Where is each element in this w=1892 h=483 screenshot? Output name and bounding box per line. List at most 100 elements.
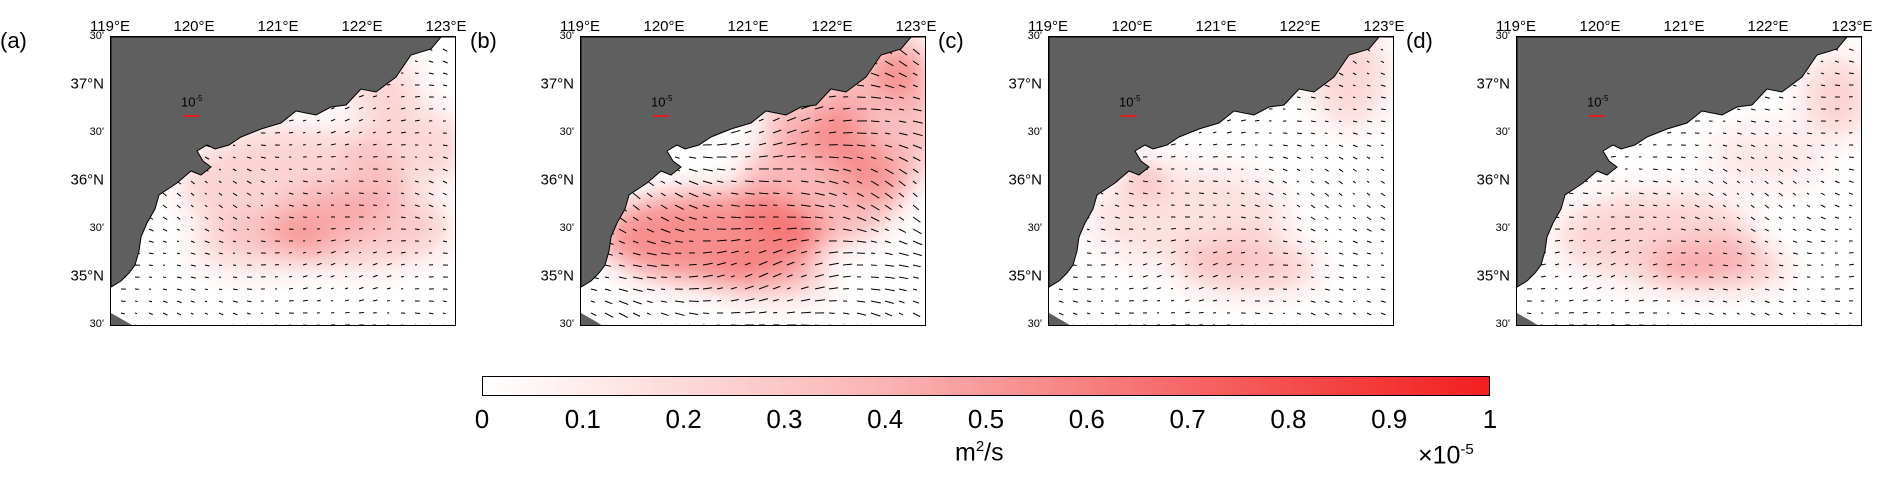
flux-arrow xyxy=(1582,240,1586,242)
flux-arrow xyxy=(1834,312,1840,315)
flux-arrow xyxy=(913,324,914,325)
flux-arrow xyxy=(1366,216,1372,221)
flux-arrow xyxy=(162,216,168,221)
flux-arrow xyxy=(400,251,406,254)
flux-arrow xyxy=(386,143,392,146)
flux-arrow xyxy=(1240,119,1246,122)
flux-arrow xyxy=(1751,324,1752,325)
flux-arrow xyxy=(302,251,307,254)
flux-arrow xyxy=(1352,276,1358,279)
flux-arrow xyxy=(1596,239,1601,242)
flux-arrow xyxy=(246,216,250,219)
flux-arrow xyxy=(870,228,879,233)
flux-arrow xyxy=(884,300,894,304)
flux-arrow xyxy=(1610,250,1616,254)
flux-arrow xyxy=(302,287,308,290)
flux-arrow xyxy=(646,264,657,267)
flux-arrow xyxy=(1310,228,1316,232)
flux-arrow xyxy=(1086,312,1091,315)
flux-arrow xyxy=(1212,251,1218,254)
flux-arrow xyxy=(176,288,182,291)
flux-arrow xyxy=(730,311,741,314)
flux-arrow xyxy=(1848,180,1854,183)
flux-arrow xyxy=(856,84,865,87)
lat-label: 37°N xyxy=(1476,75,1510,93)
flux-arrow xyxy=(274,180,278,183)
flux-arrow xyxy=(884,228,890,232)
flux-arrow xyxy=(204,192,207,195)
flux-arrow xyxy=(316,299,321,302)
flux-arrow xyxy=(1750,180,1754,183)
flux-arrow xyxy=(1638,251,1642,254)
flux-arrow xyxy=(1241,324,1245,325)
flux-arrow xyxy=(316,180,322,183)
flux-arrow xyxy=(912,84,918,88)
flux-arrow xyxy=(1268,192,1274,196)
flux-arrow xyxy=(744,204,755,207)
flux-arrow xyxy=(702,287,713,290)
flux-arrow xyxy=(344,263,348,266)
flux-arrow xyxy=(590,312,597,317)
flux-arrow xyxy=(1778,312,1783,316)
flux-arrow xyxy=(177,324,178,325)
flux-arrow xyxy=(1352,228,1358,232)
flux-arrow xyxy=(1792,144,1798,147)
flux-arrow xyxy=(260,228,265,231)
flux-arrow xyxy=(1526,312,1532,315)
flux-arrow xyxy=(330,287,334,290)
map-frame xyxy=(1516,36,1862,326)
flux-arrow xyxy=(828,216,834,219)
flux-arrow xyxy=(1198,131,1202,134)
flux-arrow xyxy=(1198,274,1204,278)
flux-arrow xyxy=(618,300,629,305)
flux-arrow xyxy=(274,228,280,231)
flux-arrow xyxy=(1792,168,1798,172)
flux-arrow xyxy=(1380,168,1385,172)
flux-arrow xyxy=(1324,96,1330,99)
flux-arrow xyxy=(730,299,739,302)
flux-arrow xyxy=(1212,143,1218,146)
flux-arrow xyxy=(400,204,405,207)
flux-arrow xyxy=(1652,251,1657,254)
flux-arrow xyxy=(716,287,724,290)
flux-arrow xyxy=(1666,204,1670,207)
flux-arrow xyxy=(898,132,908,136)
flux-arrow xyxy=(218,312,224,316)
colorbar-tick-label: 0.9 xyxy=(1371,404,1408,434)
flux-arrow xyxy=(1792,192,1797,196)
flux-arrow xyxy=(1324,108,1330,111)
flux-arrow xyxy=(1282,204,1286,207)
lon-label: 122°E xyxy=(341,18,383,35)
flux-arrow xyxy=(1680,204,1685,207)
flux-arrow xyxy=(190,216,193,219)
flux-arrow xyxy=(414,107,421,110)
flux-arrow xyxy=(148,312,153,315)
flux-arrow xyxy=(814,286,825,290)
flux-arrow xyxy=(330,107,335,110)
flux-arrow xyxy=(772,298,779,302)
flux-arrow xyxy=(1282,192,1287,196)
flux-arrow xyxy=(1527,324,1529,325)
flux-arrow xyxy=(1848,156,1854,159)
flux-arrow xyxy=(716,274,725,278)
flux-arrow xyxy=(660,264,669,267)
flux-arrow xyxy=(674,300,685,303)
flux-arrow xyxy=(330,118,336,122)
flux-arrow xyxy=(758,204,768,207)
flux-arrow xyxy=(1352,120,1358,123)
flux-arrow xyxy=(1736,228,1742,232)
flux-arrow xyxy=(1778,156,1784,160)
flux-arrow xyxy=(898,180,906,187)
flux-arrow xyxy=(912,240,923,246)
flux-arrow xyxy=(1778,228,1782,231)
flux-arrow xyxy=(344,239,350,242)
flux-arrow xyxy=(1198,311,1204,314)
flux-arrow xyxy=(386,192,391,195)
flux-arrow xyxy=(1310,204,1316,209)
flux-arrow xyxy=(1652,299,1658,302)
flux-arrow xyxy=(1310,252,1315,255)
flux-arrow xyxy=(884,96,894,100)
flux-arrow xyxy=(204,216,209,220)
flux-arrow xyxy=(1806,252,1812,255)
flux-arrow xyxy=(1339,324,1340,325)
